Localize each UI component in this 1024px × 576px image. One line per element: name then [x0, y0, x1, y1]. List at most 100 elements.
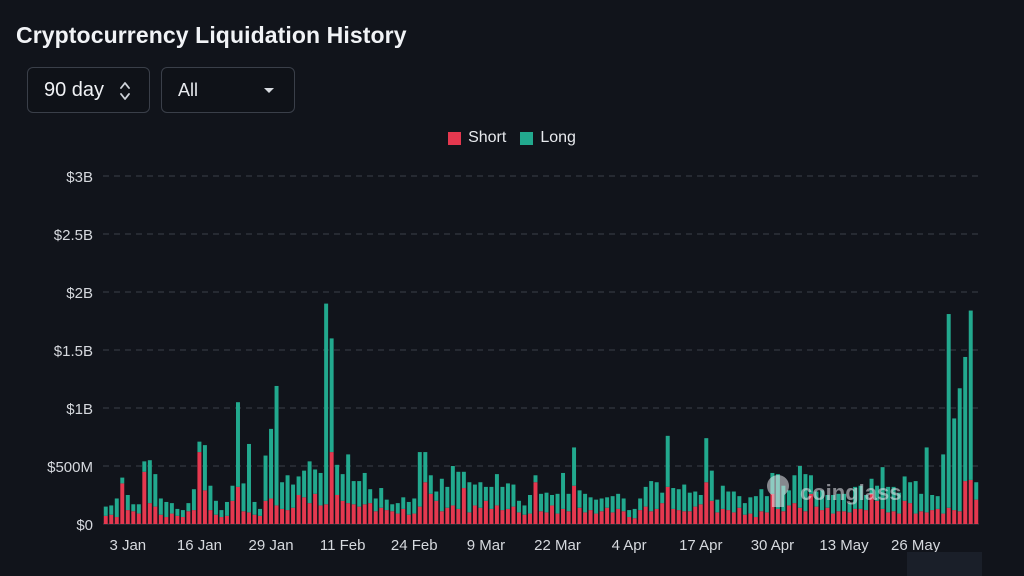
bar-short[interactable]	[682, 511, 687, 524]
bar-short[interactable]	[842, 511, 847, 524]
bar-long[interactable]	[588, 497, 593, 511]
bar-long[interactable]	[169, 503, 174, 514]
bar-long[interactable]	[461, 471, 466, 489]
bar-long[interactable]	[280, 482, 285, 509]
bar-short[interactable]	[384, 510, 389, 524]
bar-short[interactable]	[687, 511, 692, 524]
bar-long[interactable]	[864, 495, 869, 511]
bar-short[interactable]	[401, 508, 406, 524]
bar-long[interactable]	[974, 482, 979, 500]
bar-short[interactable]	[654, 508, 659, 524]
bar-short[interactable]	[202, 490, 207, 524]
bar-long[interactable]	[175, 508, 180, 516]
bar-short[interactable]	[280, 508, 285, 524]
bar-short[interactable]	[224, 515, 229, 524]
bar-long[interactable]	[335, 464, 340, 495]
bar-short[interactable]	[544, 512, 549, 524]
bar-long[interactable]	[555, 493, 560, 514]
bar-short[interactable]	[390, 511, 395, 524]
bar-short[interactable]	[913, 513, 918, 524]
bar-long[interactable]	[610, 496, 615, 513]
bar-short[interactable]	[792, 503, 797, 524]
bar-short[interactable]	[285, 510, 290, 524]
bar-long[interactable]	[544, 492, 549, 513]
bar-short[interactable]	[136, 513, 141, 524]
bar-short[interactable]	[340, 500, 345, 524]
legend-item-short[interactable]: Short	[448, 129, 506, 147]
bar-long[interactable]	[875, 485, 880, 501]
bar-long[interactable]	[930, 495, 935, 511]
bar-short[interactable]	[930, 510, 935, 524]
bar-long[interactable]	[489, 486, 494, 509]
bar-long[interactable]	[445, 486, 450, 508]
coin-filter-dropdown[interactable]: All	[161, 67, 295, 113]
bar-long[interactable]	[577, 490, 582, 508]
bar-long[interactable]	[539, 493, 543, 512]
bar-long[interactable]	[941, 454, 946, 514]
bar-short[interactable]	[296, 495, 301, 524]
bar-short[interactable]	[946, 507, 951, 524]
bar-long[interactable]	[792, 475, 797, 504]
bar-short[interactable]	[494, 505, 499, 524]
bar-long[interactable]	[368, 489, 373, 504]
bar-long[interactable]	[197, 441, 202, 453]
bar-long[interactable]	[853, 486, 858, 509]
bar-long[interactable]	[748, 497, 753, 514]
bar-short[interactable]	[164, 517, 169, 524]
bar-short[interactable]	[511, 506, 516, 524]
bar-short[interactable]	[472, 505, 477, 524]
bar-long[interactable]	[224, 501, 229, 516]
bar-long[interactable]	[467, 482, 472, 513]
bar-long[interactable]	[164, 501, 169, 518]
bar-long[interactable]	[533, 475, 538, 483]
bar-long[interactable]	[764, 496, 769, 513]
bar-long[interactable]	[269, 428, 274, 499]
bar-long[interactable]	[643, 486, 648, 507]
bar-long[interactable]	[362, 472, 367, 505]
bar-short[interactable]	[632, 518, 637, 524]
bar-long[interactable]	[913, 481, 918, 514]
bar-long[interactable]	[808, 475, 813, 494]
bar-long[interactable]	[191, 489, 196, 511]
bar-short[interactable]	[665, 486, 670, 524]
bar-short[interactable]	[258, 515, 263, 524]
bar-long[interactable]	[423, 452, 428, 483]
bar-short[interactable]	[759, 511, 764, 524]
bar-short[interactable]	[709, 500, 714, 524]
bar-long[interactable]	[252, 501, 257, 515]
bar-long[interactable]	[357, 481, 362, 507]
bar-long[interactable]	[373, 498, 378, 512]
bar-short[interactable]	[786, 505, 791, 524]
bar-long[interactable]	[263, 455, 268, 501]
bar-long[interactable]	[599, 498, 604, 512]
bar-short[interactable]	[886, 512, 891, 524]
bar-long[interactable]	[417, 452, 422, 507]
bar-long[interactable]	[550, 495, 555, 506]
bar-short[interactable]	[588, 510, 593, 524]
bar-long[interactable]	[968, 310, 973, 480]
bar-long[interactable]	[147, 460, 152, 504]
bar-short[interactable]	[957, 511, 962, 524]
bar-short[interactable]	[456, 508, 461, 524]
bar-short[interactable]	[368, 503, 373, 524]
bar-long[interactable]	[318, 472, 323, 506]
bar-short[interactable]	[235, 486, 240, 524]
bar-long[interactable]	[814, 491, 819, 507]
bar-short[interactable]	[158, 514, 163, 524]
bar-short[interactable]	[891, 511, 896, 524]
bar-short[interactable]	[715, 512, 720, 524]
bar-long[interactable]	[583, 493, 588, 513]
bar-long[interactable]	[720, 485, 725, 509]
bar-short[interactable]	[643, 506, 648, 524]
bar-short[interactable]	[109, 514, 114, 524]
bar-long[interactable]	[241, 483, 246, 512]
bar-short[interactable]	[720, 508, 725, 524]
bar-short[interactable]	[831, 513, 835, 524]
bar-short[interactable]	[395, 513, 400, 524]
bar-long[interactable]	[825, 495, 830, 508]
bar-long[interactable]	[153, 474, 158, 507]
bar-short[interactable]	[169, 513, 174, 524]
bar-short[interactable]	[660, 503, 665, 524]
bar-short[interactable]	[577, 507, 582, 524]
bar-long[interactable]	[450, 466, 455, 506]
